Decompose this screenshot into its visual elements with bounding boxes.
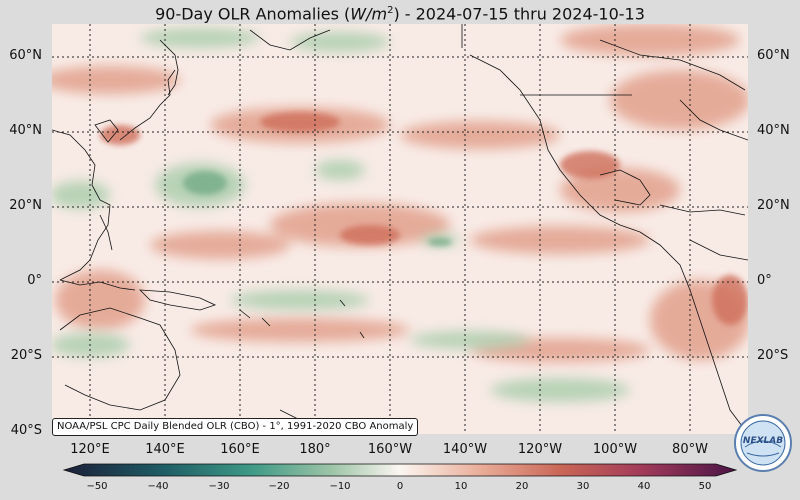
nexlab-logo-icon: NEXLAB	[734, 414, 792, 472]
colorbar-tick: −50	[86, 481, 108, 492]
colorbar-tick: −20	[268, 481, 290, 492]
lat-label-60n-right: 60°N	[757, 48, 790, 63]
data-source-caption: NOAA/PSL CPC Daily Blended OLR (CBO) - 1…	[52, 418, 419, 436]
svg-text:NEXLAB: NEXLAB	[743, 436, 783, 446]
anomaly-field	[52, 24, 748, 434]
lon-label-120e: 120°E	[70, 442, 110, 457]
lon-label-160w: 160°W	[367, 442, 413, 457]
colorbar-tick: −30	[208, 481, 230, 492]
lon-label-100w: 100°W	[592, 442, 638, 457]
graticule	[52, 24, 748, 434]
lat-label-60n: 60°N	[9, 48, 42, 63]
lat-label-20n: 20°N	[9, 198, 42, 213]
lat-label-equator-right: 0°	[757, 273, 772, 288]
lon-label-160e: 160°E	[220, 442, 260, 457]
lon-label-180: 180°	[299, 442, 331, 457]
colorbar-tick: 20	[515, 481, 529, 492]
colorbar	[62, 463, 738, 477]
lon-label-120w: 120°W	[517, 442, 563, 457]
lat-label-40n: 40°N	[9, 123, 42, 138]
coastlines	[52, 24, 748, 431]
colorbar-tick: 50	[698, 481, 712, 492]
lat-label-40n-right: 40°N	[757, 123, 790, 138]
colorbar-tick: 0	[396, 481, 404, 492]
lat-label-20n-right: 20°N	[757, 198, 790, 213]
lon-label-140e: 140°E	[145, 442, 185, 457]
colorbar-tick: 40	[637, 481, 651, 492]
lon-label-140w: 140°W	[442, 442, 488, 457]
lat-label-20s: 20°S	[10, 348, 42, 363]
colorbar-tick: 10	[454, 481, 468, 492]
colorbar-tick: −10	[329, 481, 351, 492]
lon-label-80w: 80°W	[672, 442, 708, 457]
lat-label-20s-right: 20°S	[757, 348, 789, 363]
lat-label-40s: 40°S	[10, 423, 42, 438]
lat-label-equator: 0°	[27, 273, 42, 288]
map-title: 90-Day OLR Anomalies (W/m2) - 2024-07-15…	[155, 4, 645, 24]
colorbar-tick: 30	[576, 481, 590, 492]
colorbar-tick: −40	[147, 481, 169, 492]
